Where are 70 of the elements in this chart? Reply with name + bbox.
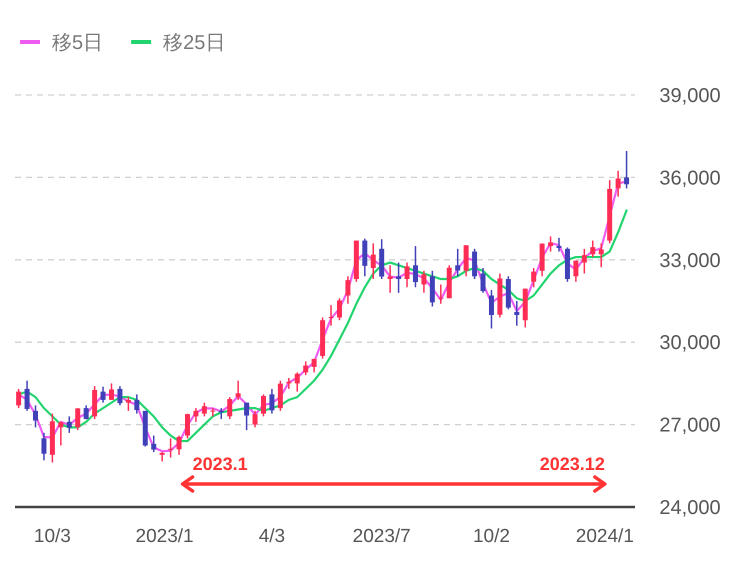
candlestick [184, 412, 190, 440]
candlestick [16, 388, 22, 409]
y-tick-label: 36,000 [659, 167, 721, 190]
legend-label: 移25日 [163, 32, 226, 54]
candlestick [624, 150, 630, 190]
legend-label: 移5日 [52, 32, 104, 54]
candlestick [100, 386, 106, 404]
candlestick [616, 170, 621, 198]
candlestick [286, 377, 292, 390]
candlestick [345, 276, 350, 304]
candlestick [590, 240, 596, 258]
candlestick [548, 236, 554, 252]
candlestick [573, 260, 578, 283]
y-tick-label: 39,000 [659, 85, 721, 107]
candlestick [294, 372, 300, 392]
candlestick [193, 407, 198, 423]
candlestick [598, 242, 604, 268]
annotation: 2023.12 [540, 454, 605, 474]
annotation: 2023.1 [192, 454, 248, 474]
candlestick [33, 404, 38, 428]
x-tick-label: 10/2 [472, 526, 510, 547]
y-tick-label: 33,000 [659, 250, 721, 272]
candlestick [480, 267, 486, 294]
candlestick [488, 289, 494, 330]
candlestick [312, 358, 317, 374]
candlestick [404, 262, 410, 288]
candlestick [109, 382, 114, 401]
candlestick [168, 438, 174, 458]
candlestick [412, 245, 418, 288]
x-tick-label: 2024/1 [576, 526, 634, 547]
candlestick [134, 394, 140, 414]
candlestick [421, 270, 426, 294]
candlestick [41, 432, 46, 462]
candlestick [396, 262, 402, 294]
candlestick [75, 407, 80, 431]
candlestick [244, 402, 250, 431]
candlestick [531, 267, 536, 288]
candlestick [160, 451, 165, 462]
candlestick [252, 410, 258, 428]
candlestick [236, 380, 241, 401]
candlestick [117, 385, 122, 406]
candlestick [176, 434, 182, 456]
x-tick-label: 10/3 [34, 526, 71, 547]
candlestick [438, 284, 444, 304]
candlestick [126, 396, 131, 412]
x-tick-label: 2023/1 [136, 526, 194, 547]
y-tick-label: 27,000 [659, 414, 721, 437]
candlestick [84, 404, 89, 420]
candlestick [514, 300, 520, 326]
candlestick [210, 407, 216, 418]
candlestick [260, 394, 266, 418]
x-tick-label: 2023/7 [352, 526, 411, 547]
candlestick [388, 264, 393, 294]
candlestick [227, 396, 232, 420]
y-tick-label: 24,000 [659, 497, 721, 519]
candlestick [582, 248, 587, 274]
candlestick [66, 416, 72, 434]
candlestick [202, 402, 207, 418]
candlestick [303, 360, 308, 376]
x-tick-label: 4/3 [258, 526, 286, 547]
candlestick [556, 237, 562, 252]
candlestick [370, 242, 376, 280]
candlestick [24, 380, 30, 412]
candlestick [328, 304, 334, 326]
candlestick [455, 248, 460, 278]
candlestick [58, 421, 64, 446]
candlestick [151, 434, 156, 453]
y-tick-label: 30,000 [659, 332, 721, 354]
candlestick [336, 298, 342, 321]
candlestick [269, 388, 274, 414]
